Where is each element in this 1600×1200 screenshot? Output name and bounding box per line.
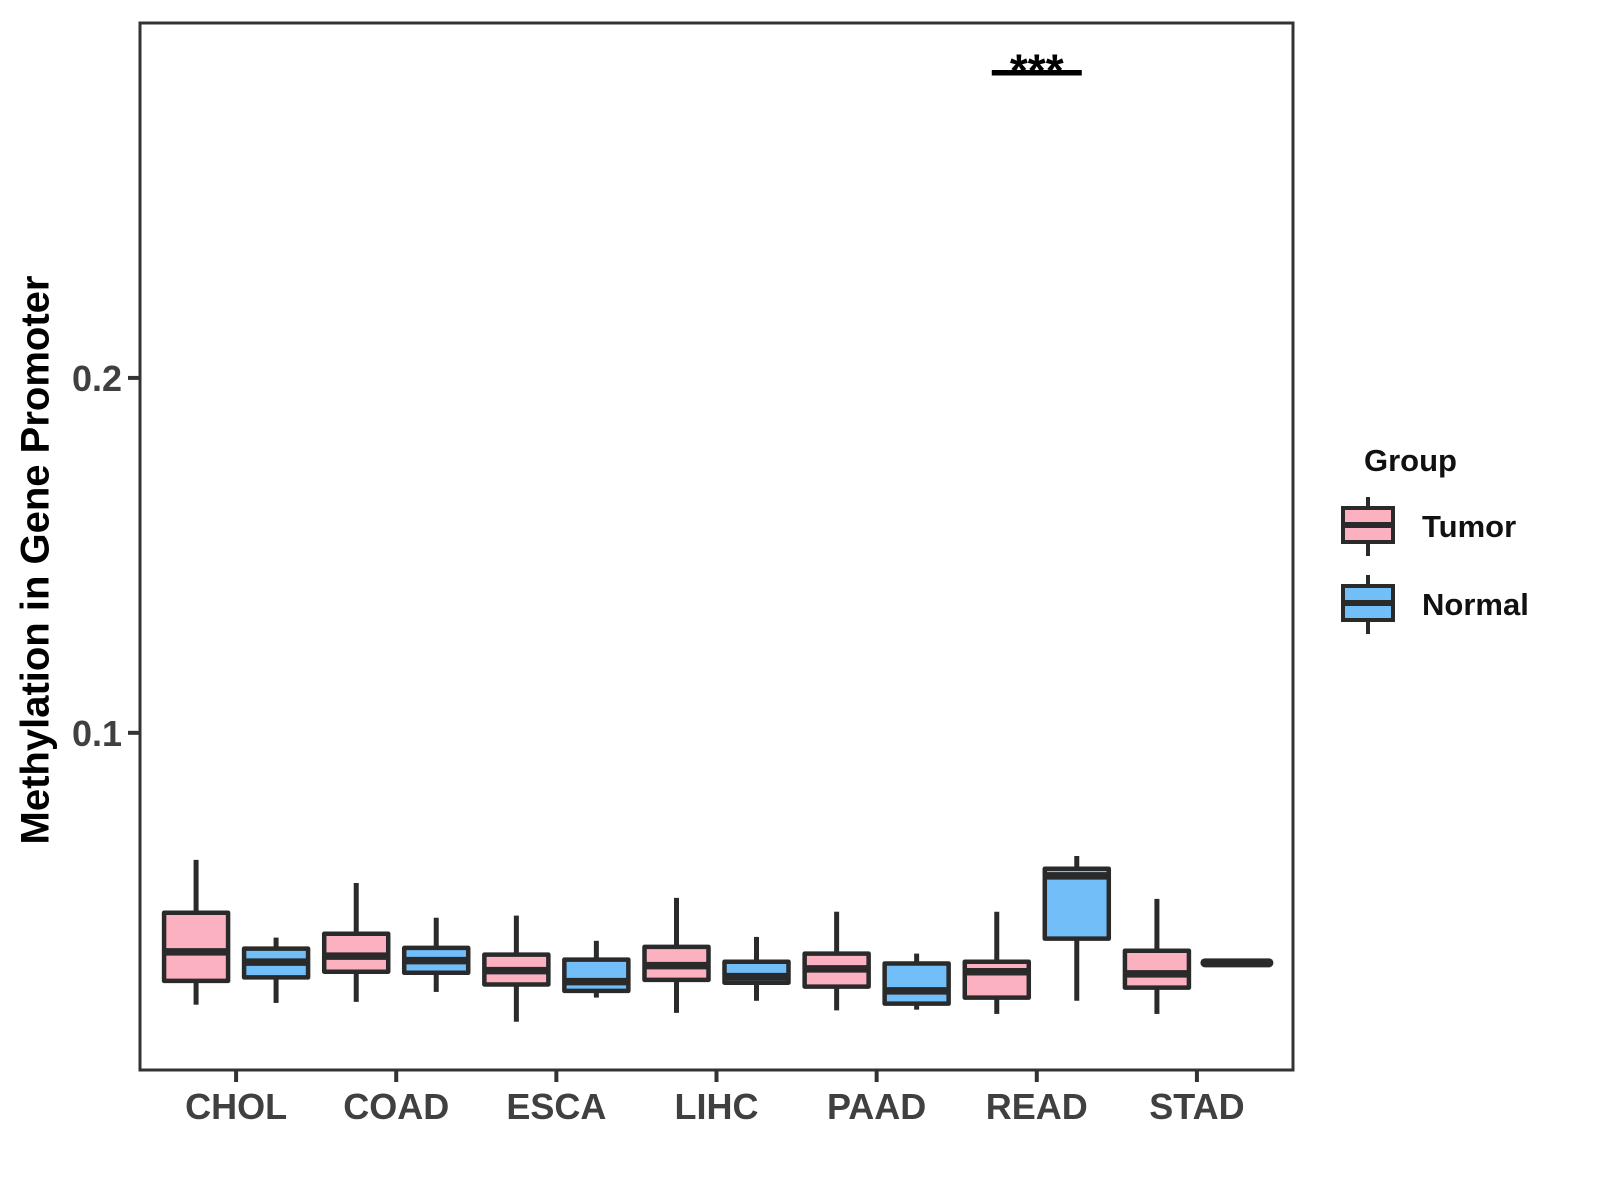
normal-box-paad	[882, 961, 951, 1006]
x-tick-label: ESCA	[506, 1086, 606, 1127]
y-axis-title: Methylation in Gene Promoter	[13, 275, 58, 845]
x-tick-label: READ	[986, 1086, 1088, 1127]
legend-title: Group	[1364, 443, 1457, 478]
tumor-box-read	[962, 959, 1032, 1000]
x-tick-label: COAD	[343, 1086, 449, 1127]
normal-box-read	[1042, 866, 1112, 941]
legend: Group Tumor Normal	[1340, 443, 1600, 639]
tumor-box-stad	[1122, 948, 1192, 990]
tumor-box-chol	[161, 910, 231, 984]
y-tick-label: 0.1	[72, 713, 122, 754]
legend-label-normal: Normal	[1422, 587, 1529, 622]
x-tick-label: STAD	[1149, 1086, 1244, 1127]
x-tick-label: LIHC	[675, 1086, 759, 1127]
legend-label-tumor: Tumor	[1422, 509, 1517, 544]
legend-entry-tumor: Tumor	[1340, 493, 1600, 561]
significance-stars: ***	[1010, 45, 1064, 97]
legend-entry-normal: Normal	[1340, 571, 1600, 639]
normal-box-esca	[562, 957, 631, 994]
y-tick-label: 0.2	[72, 358, 122, 399]
x-tick-label: CHOL	[185, 1086, 287, 1127]
x-tick-label: PAAD	[827, 1086, 926, 1127]
normal-boxplot-key-icon	[1341, 575, 1395, 634]
tumor-boxplot-key-icon	[1341, 497, 1395, 556]
plot-panel-border	[138, 21, 1295, 1072]
